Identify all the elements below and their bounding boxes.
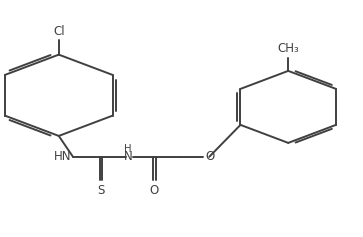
Text: O: O [150, 183, 159, 196]
Text: Cl: Cl [53, 25, 65, 38]
Text: H: H [125, 144, 132, 154]
Text: O: O [206, 150, 215, 163]
Text: N: N [124, 150, 132, 163]
Text: S: S [97, 183, 105, 196]
Text: CH₃: CH₃ [277, 42, 299, 55]
Text: HN: HN [54, 150, 71, 163]
